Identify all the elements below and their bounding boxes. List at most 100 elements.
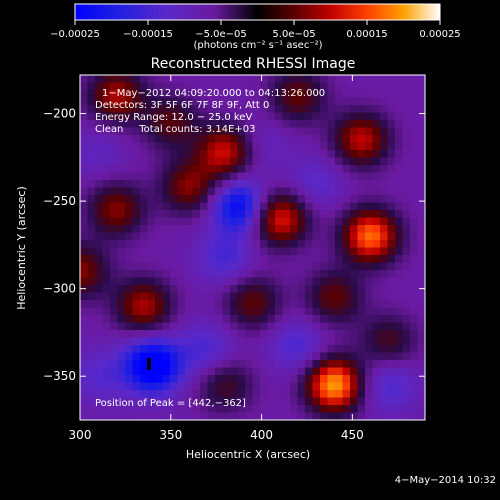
heatmap-cell: [342, 277, 351, 286]
heatmap-cell: [95, 247, 104, 256]
heatmap-cell: [327, 225, 336, 234]
heatmap-cell: [177, 142, 186, 151]
heatmap-cell: [372, 270, 381, 279]
heatmap-cell: [215, 382, 224, 391]
heatmap-cell: [200, 247, 209, 256]
heatmap-cell: [147, 360, 156, 369]
heatmap-cell: [102, 150, 111, 159]
heatmap-cell: [410, 120, 419, 129]
heatmap-cell: [387, 210, 396, 219]
heatmap-cell: [245, 382, 254, 391]
heatmap-cell: [80, 345, 89, 354]
heatmap-cell: [162, 367, 171, 376]
heatmap-cell: [335, 367, 344, 376]
heatmap-cell: [260, 352, 269, 361]
heatmap-cell: [200, 195, 209, 204]
heatmap-cell: [350, 180, 359, 189]
heatmap-cell: [320, 382, 329, 391]
heatmap-cell: [200, 270, 209, 279]
heatmap-cell: [207, 292, 216, 301]
heatmap-cell: [387, 360, 396, 369]
heatmap-cell: [117, 75, 126, 84]
heatmap-cell: [95, 390, 104, 399]
heatmap-cell: [117, 82, 126, 91]
heatmap-cell: [245, 367, 254, 376]
heatmap-cell: [282, 352, 291, 361]
heatmap-cell: [327, 202, 336, 211]
heatmap-cell: [350, 217, 359, 226]
heatmap-cell: [102, 232, 111, 241]
heatmap-cell: [350, 367, 359, 376]
heatmap-cell: [365, 90, 374, 99]
heatmap-cell: [125, 337, 134, 346]
y-tick-label: −250: [43, 194, 76, 208]
heatmap-cell: [222, 247, 231, 256]
heatmap-cell: [275, 202, 284, 211]
heatmap-cell: [282, 247, 291, 256]
heatmap-cell: [125, 180, 134, 189]
heatmap-cell: [380, 82, 389, 91]
heatmap-cell: [402, 195, 411, 204]
heatmap-cell: [200, 390, 209, 399]
heatmap-cell: [95, 112, 104, 121]
heatmap-cell: [320, 82, 329, 91]
heatmap-cell: [237, 262, 246, 271]
heatmap-cell: [95, 322, 104, 331]
heatmap-cell: [365, 75, 374, 84]
heatmap-cell: [320, 247, 329, 256]
heatmap-cell: [335, 202, 344, 211]
heatmap-cell: [207, 315, 216, 324]
heatmap-cell: [192, 255, 201, 264]
heatmap-cell: [342, 367, 351, 376]
heatmap-cell: [170, 375, 179, 384]
heatmap-cell: [282, 97, 291, 106]
heatmap-cell: [132, 367, 141, 376]
heatmap-cell: [335, 232, 344, 241]
heatmap-cell: [282, 150, 291, 159]
heatmap-cell: [327, 390, 336, 399]
heatmap-cell: [252, 270, 261, 279]
heatmap-cell: [147, 150, 156, 159]
heatmap-cell: [102, 105, 111, 114]
heatmap-cell: [327, 397, 336, 406]
heatmap-cell: [372, 202, 381, 211]
heatmap-cell: [312, 382, 321, 391]
heatmap-cell: [275, 150, 284, 159]
heatmap-cell: [110, 202, 119, 211]
heatmap-cell: [95, 135, 104, 144]
heatmap-cell: [275, 322, 284, 331]
heatmap-cell: [102, 390, 111, 399]
heatmap-cell: [155, 217, 164, 226]
heatmap-cell: [342, 210, 351, 219]
heatmap-cell: [155, 112, 164, 121]
heatmap-cell: [297, 120, 306, 129]
heatmap-cell: [80, 270, 89, 279]
heatmap-cell: [372, 247, 381, 256]
heatmap-cell: [252, 307, 261, 316]
heatmap-cell: [305, 315, 314, 324]
heatmap-cell: [95, 300, 104, 309]
heatmap-cell: [342, 240, 351, 249]
heatmap-cell: [290, 240, 299, 249]
heatmap-cell: [155, 352, 164, 361]
heatmap-cell: [87, 322, 96, 331]
heatmap-cell: [395, 270, 404, 279]
heatmap-cell: [252, 120, 261, 129]
heatmap-cell: [170, 307, 179, 316]
heatmap-cell: [87, 397, 96, 406]
heatmap-cell: [387, 75, 396, 84]
heatmap-cell: [155, 322, 164, 331]
heatmap-cell: [132, 232, 141, 241]
heatmap-cell: [102, 247, 111, 256]
heatmap-cell: [282, 345, 291, 354]
heatmap-cell: [365, 315, 374, 324]
heatmap-cell: [252, 247, 261, 256]
heatmap-cell: [275, 292, 284, 301]
heatmap-cell: [185, 300, 194, 309]
heatmap-cell: [387, 187, 396, 196]
heatmap-cell: [402, 120, 411, 129]
heatmap-cell: [320, 97, 329, 106]
heatmap-cell: [320, 217, 329, 226]
heatmap-cell: [260, 225, 269, 234]
heatmap-cell: [327, 322, 336, 331]
